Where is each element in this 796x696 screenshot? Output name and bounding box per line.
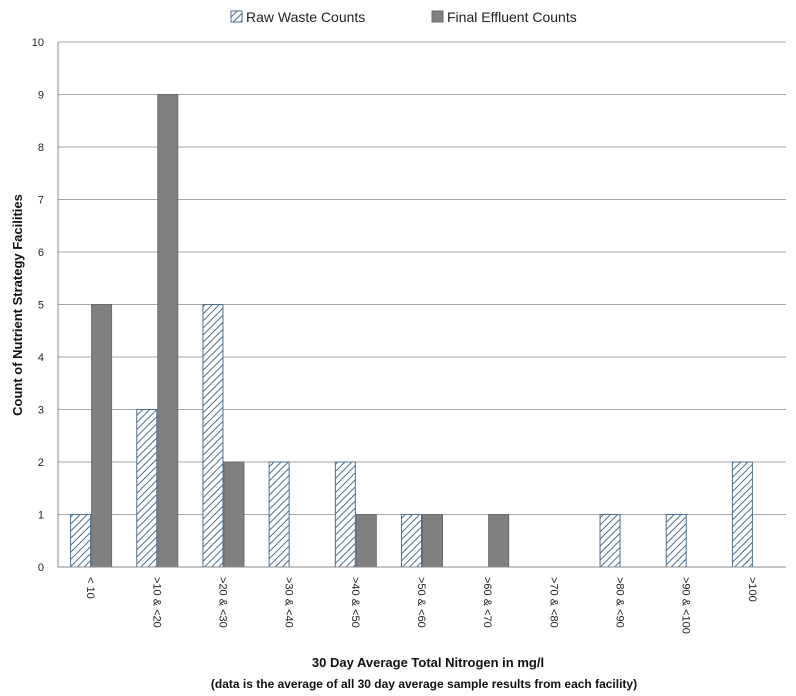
y-tick-label: 9 — [38, 90, 44, 102]
legend-label-raw-waste: Raw Waste Counts — [246, 9, 365, 25]
x-tick-label: < 10 — [84, 577, 96, 599]
raw-waste-bar — [268, 461, 290, 568]
y-tick-label: 7 — [38, 195, 44, 207]
y-tick-label: 2 — [38, 457, 44, 469]
x-tick-label: >50 & <60 — [415, 577, 427, 628]
y-tick-label: 1 — [38, 510, 44, 522]
y-axis-ticks: 0 1 2 3 4 5 6 7 8 9 10 — [32, 37, 44, 574]
final-effluent-bar — [422, 514, 443, 568]
raw-waste-bar — [731, 461, 753, 568]
raw-waste-bar — [401, 514, 422, 568]
final-effluent-bar — [488, 514, 510, 568]
final-effluent-bar — [157, 94, 179, 568]
x-tick-label: >90 & <100 — [680, 577, 692, 634]
x-tick-label: >100 — [746, 577, 758, 602]
y-tick-label: 5 — [38, 300, 44, 312]
x-tick-label: >30 & <40 — [283, 577, 295, 628]
y-tick-label: 10 — [32, 37, 44, 49]
final-effluent-bar — [91, 304, 113, 568]
raw-waste-bar — [599, 514, 621, 568]
x-axis-ticks: < 10 >10 & <20 >20 & <30 >30 & <40 >40 & <50… — [84, 577, 758, 634]
raw-waste-bar — [334, 461, 356, 568]
raw-waste-bar — [136, 409, 158, 568]
x-tick-label: >80 & <90 — [614, 577, 626, 628]
y-tick-label: 3 — [38, 405, 44, 417]
final-effluent-bar — [355, 514, 377, 568]
bars — [70, 94, 753, 568]
x-tick-label: >40 & <50 — [349, 577, 361, 628]
legend: Raw Waste Counts Final Effluent Counts — [230, 9, 577, 25]
y-tick-label: 0 — [38, 562, 44, 574]
x-axis-note: (data is the average of all 30 day avera… — [211, 677, 637, 691]
raw-waste-bar — [665, 514, 687, 568]
legend-swatch-final-effluent — [431, 10, 444, 23]
x-axis-title: 30 Day Average Total Nitrogen in mg/l — [312, 655, 544, 670]
final-effluent-bar — [223, 461, 245, 568]
y-tick-label: 4 — [38, 352, 44, 364]
legend-label-final-effluent: Final Effluent Counts — [447, 9, 577, 25]
raw-waste-bar — [70, 514, 92, 568]
x-tick-label: >10 & <20 — [150, 577, 162, 628]
x-tick-label: >20 & <30 — [216, 577, 228, 628]
x-tick-label: >70 & <80 — [547, 577, 559, 628]
y-tick-label: 8 — [38, 142, 44, 154]
gridlines — [58, 41, 786, 515]
raw-waste-bar — [202, 304, 224, 568]
y-axis-title: Count of Nutrient Strategy Facilities — [10, 194, 25, 416]
y-tick-label: 6 — [38, 247, 44, 259]
x-tick-label: >60 & <70 — [481, 577, 493, 628]
legend-swatch-raw-waste — [230, 10, 243, 23]
